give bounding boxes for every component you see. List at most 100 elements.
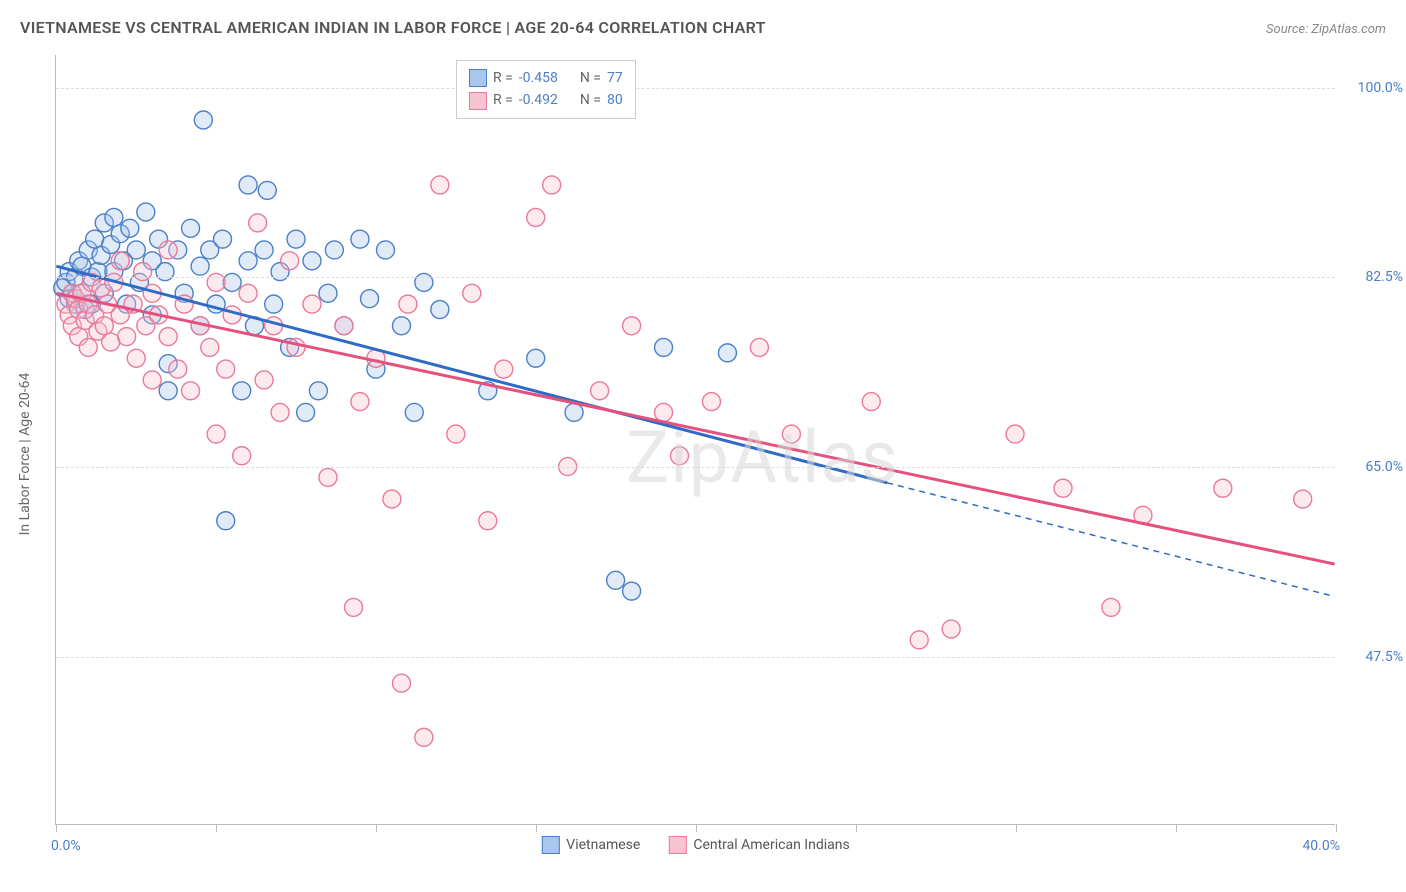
x-axis-min-label: 0.0% (51, 838, 81, 854)
scatter-point (1054, 479, 1072, 497)
legend-series-label: Central American Indians (693, 837, 849, 853)
scatter-point (255, 371, 273, 389)
y-tick-label: 82.5% (1365, 269, 1403, 285)
legend-stat-row: R = -0.458 N = 77 (469, 67, 623, 89)
y-axis-label: In Labor Force | Age 20-64 (17, 373, 33, 536)
legend-stat-row: R = -0.492 N = 80 (469, 89, 623, 111)
scatter-point (127, 349, 145, 367)
scatter-point (143, 371, 161, 389)
trend-line-extrapolated (887, 483, 1334, 597)
scatter-point (271, 403, 289, 421)
x-tick (1176, 824, 1177, 832)
scatter-point (527, 208, 545, 226)
gridline-horizontal (56, 657, 1335, 658)
scatter-point (239, 176, 257, 194)
scatter-point (431, 176, 449, 194)
scatter-point (255, 241, 273, 259)
scatter-point (214, 230, 232, 248)
scatter-point (591, 382, 609, 400)
x-tick (696, 824, 697, 832)
scatter-point (182, 219, 200, 237)
scatter-point (415, 728, 433, 746)
y-tick-label: 65.0% (1365, 459, 1403, 475)
scatter-point (182, 382, 200, 400)
legend-correlation: R = -0.458 N = 77 R = -0.492 N = 80 (456, 60, 636, 119)
scatter-point (671, 447, 689, 465)
scatter-point (750, 338, 768, 356)
scatter-point (1102, 598, 1120, 616)
legend-swatch-icon (469, 92, 487, 110)
legend-series-item: Vietnamese (541, 836, 640, 854)
scatter-point (239, 284, 257, 302)
scatter-point (543, 176, 561, 194)
scatter-point (479, 512, 497, 530)
r-value: -0.492 (519, 89, 558, 111)
legend-series-label: Vietnamese (566, 837, 640, 853)
scatter-point (309, 382, 327, 400)
scatter-point (102, 333, 120, 351)
scatter-point (95, 317, 113, 335)
scatter-point (249, 214, 267, 232)
scatter-point (217, 512, 235, 530)
scatter-point (361, 290, 379, 308)
scatter-point (718, 344, 736, 362)
scatter-point (399, 295, 417, 313)
scatter-point (702, 393, 720, 411)
scatter-point (782, 425, 800, 443)
scatter-point (287, 230, 305, 248)
scatter-point (258, 181, 276, 199)
chart-title: VIETNAMESE VS CENTRAL AMERICAN INDIAN IN… (20, 18, 766, 37)
scatter-point (111, 252, 129, 270)
scatter-point (191, 257, 209, 275)
scatter-point (431, 301, 449, 319)
scatter-point (233, 447, 251, 465)
n-label: N = (580, 89, 601, 111)
y-tick-label: 100.0% (1358, 80, 1403, 96)
scatter-point (623, 582, 641, 600)
scatter-point (405, 403, 423, 421)
legend-swatch-icon (541, 836, 559, 854)
legend-swatch-icon (469, 69, 487, 87)
plot-area: R = -0.458 N = 77 R = -0.492 N = 80 ZipA… (55, 55, 1335, 825)
scatter-point (655, 403, 673, 421)
scatter-point (265, 295, 283, 313)
scatter-point (495, 360, 513, 378)
scatter-point (463, 284, 481, 302)
n-value: 80 (607, 89, 623, 111)
scatter-point (303, 252, 321, 270)
scatter-point (79, 338, 97, 356)
scatter-point (217, 360, 235, 378)
gridline-horizontal (56, 277, 1335, 278)
scatter-point (303, 295, 321, 313)
x-tick (1016, 824, 1017, 832)
scatter-point (239, 252, 257, 270)
scatter-point (137, 203, 155, 221)
scatter-point (325, 241, 343, 259)
x-tick (56, 824, 57, 832)
scatter-point (319, 468, 337, 486)
trend-line (56, 293, 1334, 564)
scatter-point (121, 219, 139, 237)
scatter-point (169, 360, 187, 378)
n-label: N = (580, 67, 601, 89)
chart-container: VIETNAMESE VS CENTRAL AMERICAN INDIAN IN… (0, 0, 1406, 892)
scatter-point (105, 208, 123, 226)
scatter-point (351, 230, 369, 248)
scatter-point (281, 252, 299, 270)
gridline-horizontal (56, 88, 1335, 89)
scatter-point (159, 328, 177, 346)
scatter-point (1006, 425, 1024, 443)
scatter-point (233, 382, 251, 400)
x-tick (216, 824, 217, 832)
scatter-point (447, 425, 465, 443)
x-tick (1336, 824, 1337, 832)
x-tick (536, 824, 537, 832)
scatter-point (207, 425, 225, 443)
scatter-point (392, 317, 410, 335)
scatter-point (910, 631, 928, 649)
r-value: -0.458 (519, 67, 558, 89)
scatter-point (159, 382, 177, 400)
scatter-point (127, 241, 145, 259)
scatter-point (607, 571, 625, 589)
x-axis-max-label: 40.0% (1302, 838, 1340, 854)
